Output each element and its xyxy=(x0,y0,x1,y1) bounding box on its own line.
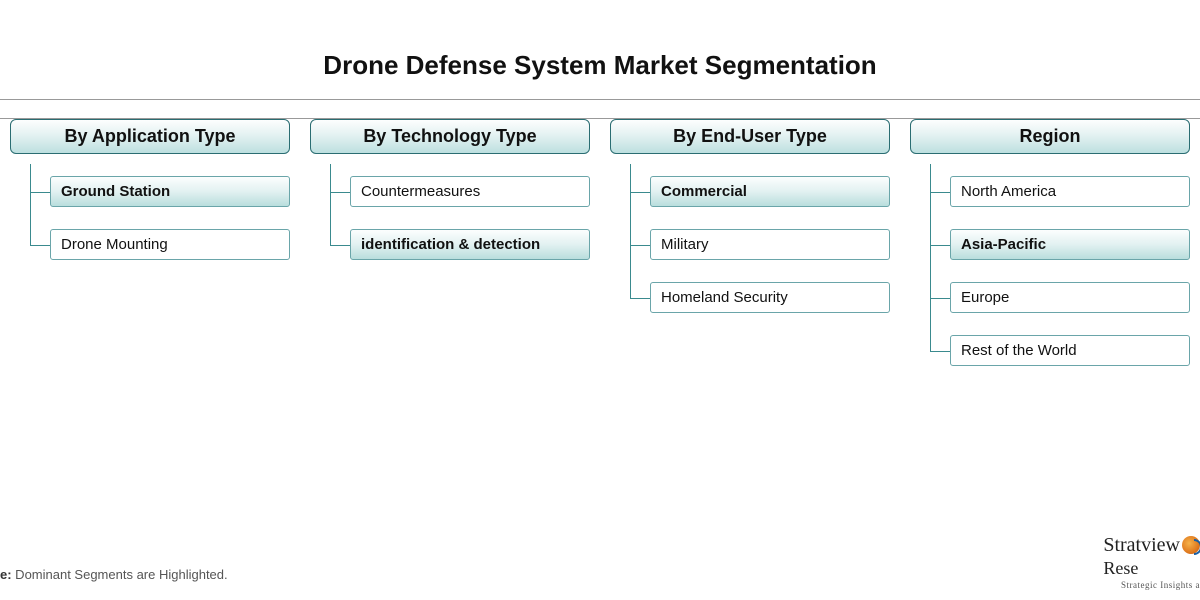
segment-box: Military xyxy=(650,229,890,260)
segment-box: Europe xyxy=(950,282,1190,313)
segment-item: North America xyxy=(950,176,1190,207)
column-children: North America Asia-Pacific Europe Rest o… xyxy=(910,176,1190,366)
segment-box: Drone Mounting xyxy=(50,229,290,260)
segment-box: Homeland Security xyxy=(650,282,890,313)
segment-box-highlighted: identification & detection xyxy=(350,229,590,260)
segment-item: Drone Mounting xyxy=(50,229,290,260)
column-end-user-type: By End-User Type Commercial Military Hom… xyxy=(610,119,890,366)
column-header: By End-User Type xyxy=(610,119,890,154)
segment-box-highlighted: Commercial xyxy=(650,176,890,207)
logo-tagline: Strategic Insights a xyxy=(1103,580,1200,590)
segment-item: Countermeasures xyxy=(350,176,590,207)
columns-container: By Application Type Ground Station Drone… xyxy=(0,119,1200,366)
segment-item: Rest of the World xyxy=(950,335,1190,366)
column-header: Region xyxy=(910,119,1190,154)
segment-item: Homeland Security xyxy=(650,282,890,313)
segment-box-highlighted: Asia-Pacific xyxy=(950,229,1190,260)
column-header: By Technology Type xyxy=(310,119,590,154)
segment-box: Rest of the World xyxy=(950,335,1190,366)
segment-box-highlighted: Ground Station xyxy=(50,176,290,207)
column-region: Region North America Asia-Pacific Europe… xyxy=(910,119,1190,366)
segment-box: Countermeasures xyxy=(350,176,590,207)
logo-suffix: Rese xyxy=(1103,558,1138,578)
segment-item: Asia-Pacific xyxy=(950,229,1190,260)
column-header: By Application Type xyxy=(10,119,290,154)
column-children: Ground Station Drone Mounting xyxy=(10,176,290,260)
column-technology-type: By Technology Type Countermeasures ident… xyxy=(310,119,590,366)
footer-text: Dominant Segments are Highlighted. xyxy=(12,567,228,582)
segment-item: Europe xyxy=(950,282,1190,313)
segment-item: identification & detection xyxy=(350,229,590,260)
logo-name: Stratview xyxy=(1103,534,1180,556)
segment-item: Commercial xyxy=(650,176,890,207)
column-application-type: By Application Type Ground Station Drone… xyxy=(10,119,290,366)
column-children: Commercial Military Homeland Security xyxy=(610,176,890,313)
column-children: Countermeasures identification & detecti… xyxy=(310,176,590,260)
segment-item: Military xyxy=(650,229,890,260)
page-title: Drone Defense System Market Segmentation xyxy=(0,0,1200,99)
divider-top xyxy=(0,99,1200,100)
segment-item: Ground Station xyxy=(50,176,290,207)
footer-note: e: Dominant Segments are Highlighted. xyxy=(0,567,228,582)
segment-box: North America xyxy=(950,176,1190,207)
logo-globe-icon xyxy=(1182,536,1200,554)
brand-logo: Stratview Rese Strategic Insights a xyxy=(1103,534,1200,590)
footer-label: e: xyxy=(0,567,12,582)
